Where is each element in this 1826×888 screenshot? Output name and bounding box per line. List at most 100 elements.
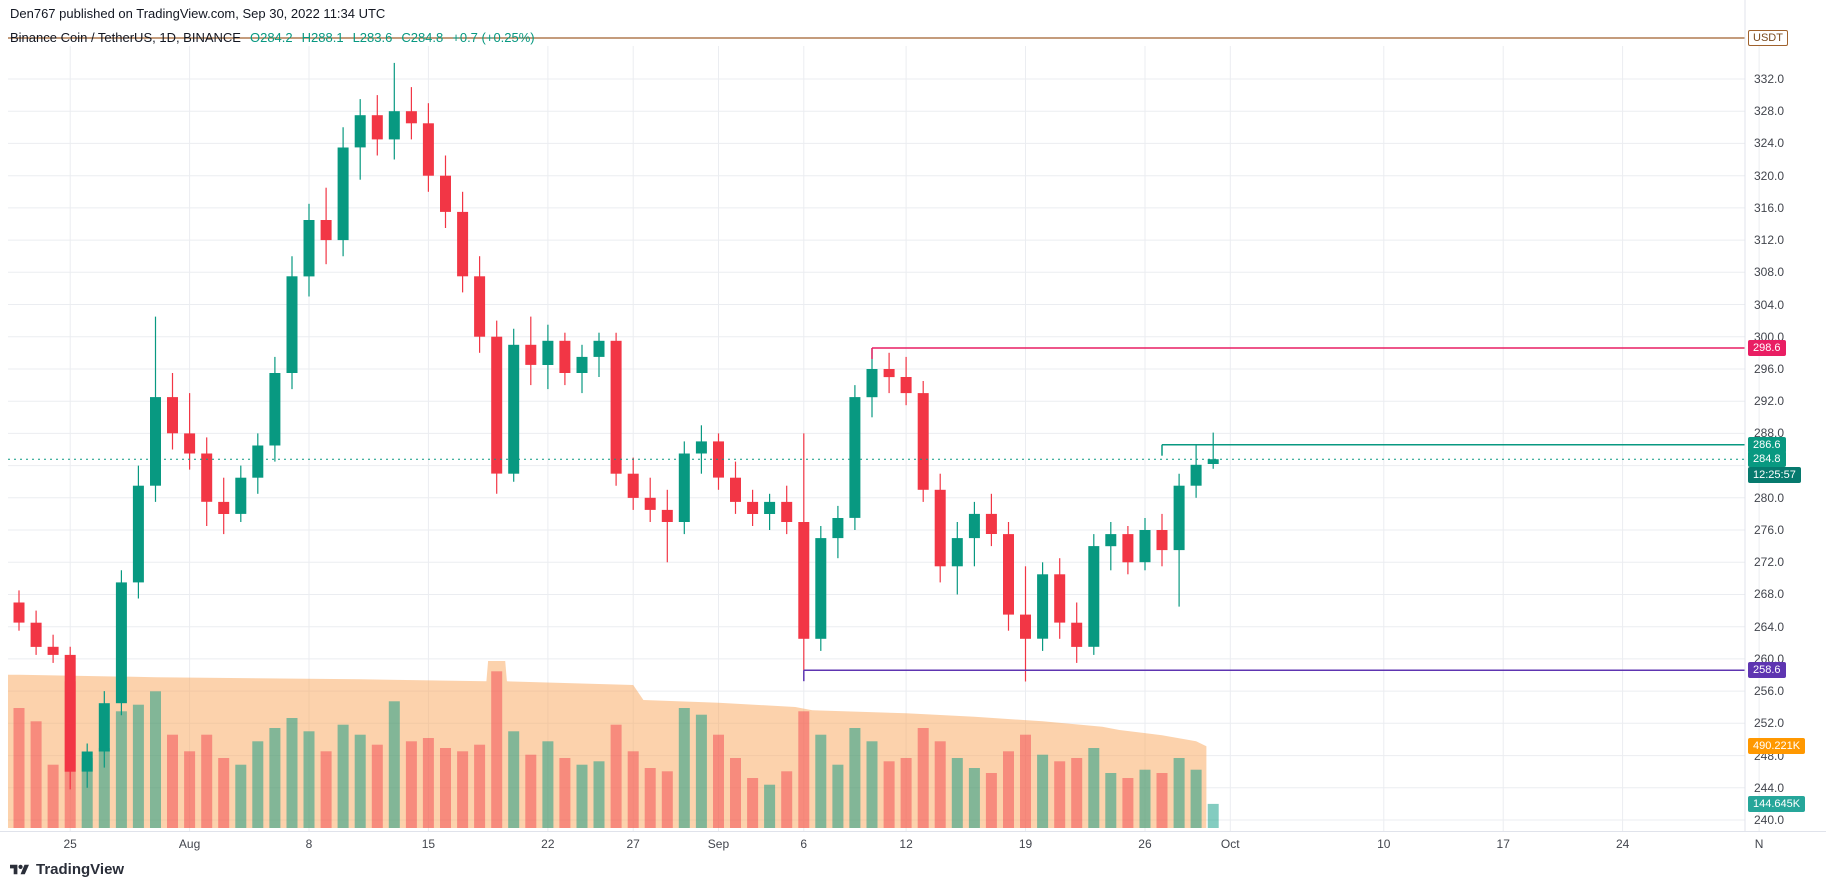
volume-bar [781, 771, 793, 828]
ohlc-close: C284.8 [401, 30, 444, 45]
candle [286, 276, 298, 373]
candle [1207, 459, 1219, 464]
candle [115, 582, 127, 704]
candle [13, 602, 25, 623]
volume-bar [1122, 778, 1134, 828]
candle [559, 340, 571, 373]
volume-bar [883, 761, 895, 828]
volume-bar [1071, 758, 1083, 828]
candle [98, 703, 110, 752]
candle [64, 654, 76, 772]
candle [576, 356, 588, 373]
candle [405, 111, 417, 124]
candle [1122, 534, 1134, 563]
tradingview-footer[interactable]: TradingView [10, 861, 124, 878]
candle [474, 276, 486, 337]
volume-bar [1037, 754, 1049, 828]
volume-bar [542, 741, 554, 828]
candle [968, 513, 980, 539]
price-change: +0.7 (+0.25%) [452, 30, 535, 45]
volume-bar [132, 704, 144, 828]
volume-bar [764, 784, 776, 828]
volume-bar [252, 741, 264, 828]
candle [371, 115, 383, 140]
symbol-title[interactable]: Binance Coin / TetherUS, 1D, BINANCE [10, 30, 241, 45]
candle [695, 441, 707, 454]
candle [764, 501, 776, 514]
candle [781, 501, 793, 522]
volume-bar [405, 741, 417, 828]
candle [81, 751, 93, 772]
volume-bar [1088, 748, 1100, 828]
volume-bar [1003, 751, 1014, 828]
volume-bar [201, 734, 213, 828]
candle [167, 397, 178, 434]
volume-bar [269, 728, 281, 828]
volume-bar [747, 778, 759, 828]
candle [1037, 574, 1049, 639]
volume-bar [440, 748, 451, 828]
candle [866, 369, 878, 398]
volume-bar [713, 734, 724, 828]
ohlc-open: O284.2 [249, 30, 293, 45]
volume-bar [1020, 734, 1031, 828]
volume-bar [218, 758, 230, 828]
candle [320, 220, 332, 241]
volume-bar [815, 734, 827, 828]
volume-bar [457, 751, 469, 828]
volume-bar [303, 731, 315, 828]
volume-bar [1105, 773, 1117, 828]
candle [1003, 534, 1014, 615]
volume-bar [1173, 758, 1185, 828]
volume-bar [98, 748, 110, 828]
candle [1190, 464, 1202, 486]
volume-bar [1190, 769, 1202, 828]
volume-bar [13, 708, 25, 828]
candle [661, 509, 673, 522]
volume-bar [320, 751, 332, 828]
candle [747, 501, 759, 514]
volume-bar [798, 711, 810, 828]
candle [218, 501, 230, 514]
volume-bar [866, 741, 878, 828]
publish-attribution: Den767 published on TradingView.com, Sep… [10, 6, 386, 21]
volume-bar [354, 734, 366, 828]
currency-axis-label: USDT [1748, 30, 1788, 46]
volume-bar [968, 768, 980, 828]
volume-bar [1139, 769, 1151, 828]
candle [508, 344, 520, 474]
candle [832, 518, 844, 539]
candle [1139, 530, 1151, 563]
candle [1088, 546, 1100, 647]
candle [235, 477, 247, 514]
volume-bar [235, 764, 247, 828]
volume-bar [849, 728, 861, 828]
candle [201, 453, 213, 502]
candle [150, 397, 161, 486]
candle [644, 497, 656, 510]
candle [1071, 622, 1083, 647]
volume-bar [678, 708, 690, 828]
candle [934, 489, 946, 567]
candle [337, 147, 349, 241]
candle [30, 622, 42, 647]
candle [269, 373, 281, 446]
volume-bar [167, 734, 178, 828]
volume-bar [900, 758, 912, 828]
candle [900, 377, 912, 394]
volume-bar [730, 758, 741, 828]
volume-bar [934, 741, 946, 828]
candle [491, 336, 503, 474]
volume-bar [610, 724, 622, 828]
volume-bar [422, 738, 434, 828]
candle [457, 211, 469, 277]
volume-bar [593, 761, 605, 828]
volume-bar [832, 764, 844, 828]
candle [593, 340, 605, 357]
candle [730, 477, 741, 502]
tradingview-logo-icon [10, 864, 29, 874]
volume-bar [559, 758, 571, 828]
volume-bar [1207, 803, 1219, 828]
volume-bar [286, 718, 298, 828]
